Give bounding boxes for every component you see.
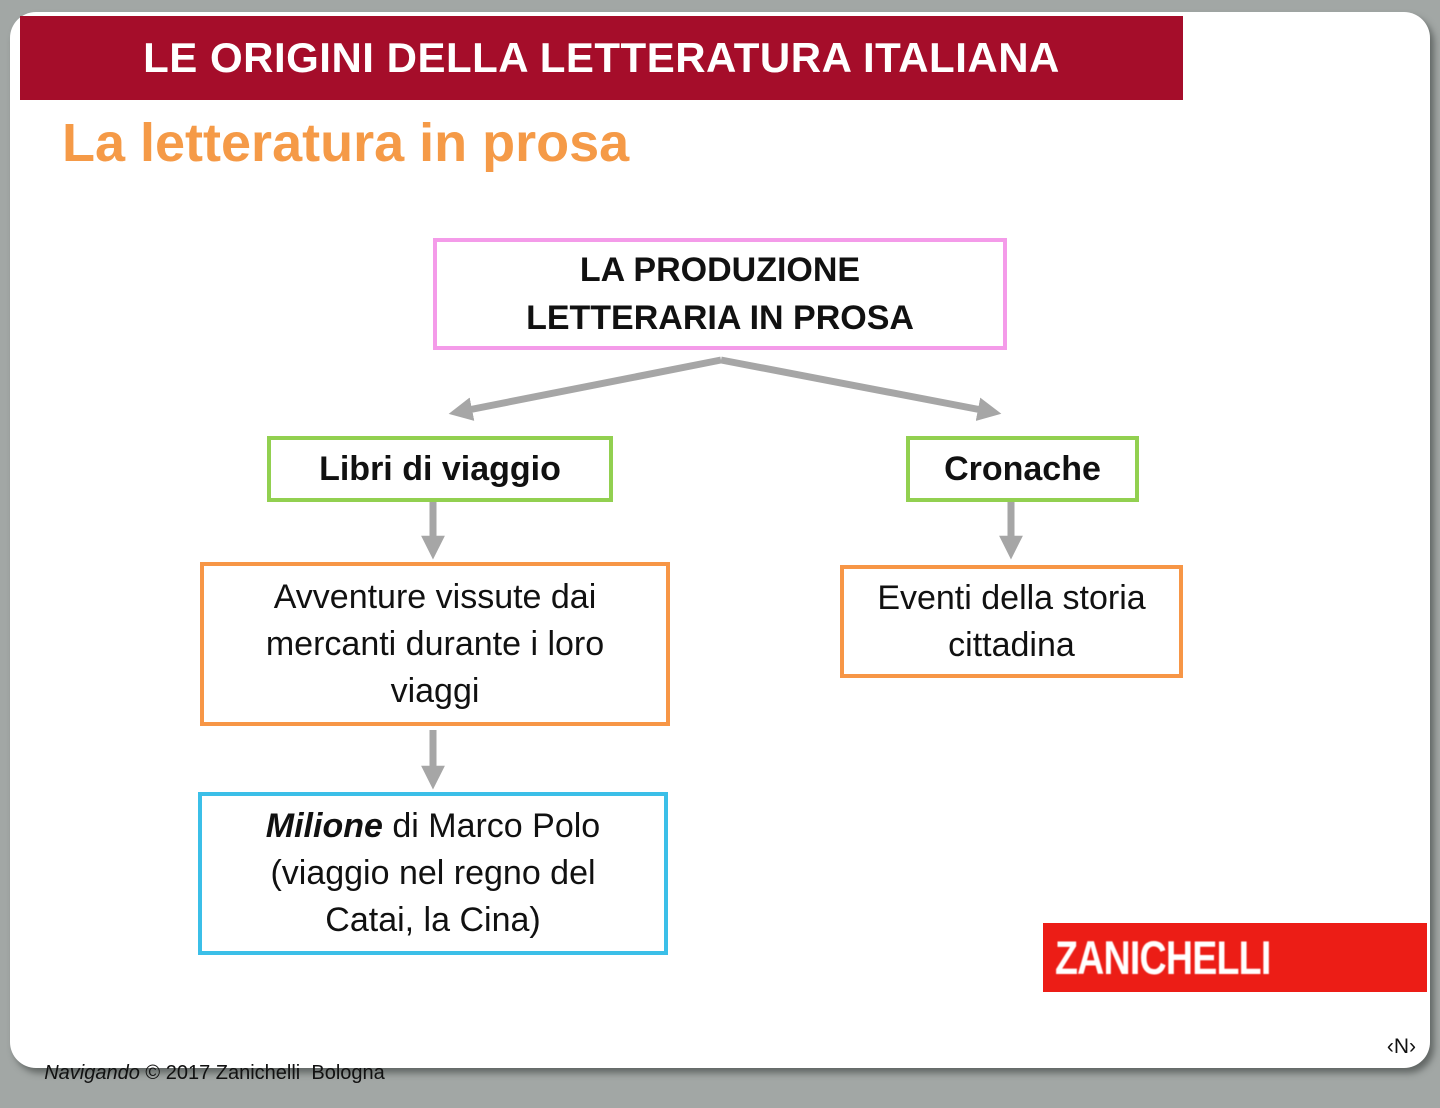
footer-brand: Navigando <box>44 1062 140 1084</box>
node-example-line-1-rest: di Marco Polo <box>382 807 601 845</box>
node-example-line-1: Milione di Marco Polo <box>266 803 600 850</box>
arrow-root-to-left-branch <box>448 356 722 421</box>
diagram-node-libri-di-viaggio: Libri di viaggio <box>267 436 613 502</box>
copyright-footer: Navigando © 2017 Zanichelli Bologna <box>22 1039 385 1108</box>
diagram-node-root: LA PRODUZIONE LETTERARIA IN PROSA <box>433 238 1007 350</box>
section-heading: La letteratura in prosa <box>62 113 630 173</box>
arrow-root-to-right-branch <box>720 356 1002 421</box>
slide-title-banner: LE ORIGINI DELLA LETTERATURA ITALIANA <box>20 16 1183 100</box>
node-detail-right-line-1: Eventi della storia <box>877 578 1146 617</box>
node-detail-right-line-2: cittadina <box>948 625 1075 664</box>
node-root-line-2: LETTERARIA IN PROSA <box>526 299 914 337</box>
diagram-node-milione: Milione di Marco Polo (viaggio nel regno… <box>198 792 668 955</box>
diagram-node-avventure: Avventure vissute dai mercanti durante i… <box>200 562 670 726</box>
node-detail-left-line-2: mercanti durante i loro <box>265 624 605 663</box>
slide-page: LE ORIGINI DELLA LETTERATURA ITALIANA La… <box>10 12 1430 1084</box>
node-branch-right-label: Cronache <box>944 449 1101 488</box>
node-example-line-2: (viaggio nel regno del <box>270 854 596 892</box>
node-branch-left-label: Libri di viaggio <box>319 449 561 488</box>
diagram-node-cronache: Cronache <box>906 436 1139 502</box>
node-example-line-3: Catai, la Cina) <box>325 901 541 939</box>
zanichelli-logo-text: ZANICHELLI <box>1055 931 1271 984</box>
diagram-node-eventi: Eventi della storia cittadina <box>840 565 1183 678</box>
footer-copyright: © 2017 Zanichelli Bologna <box>139 1062 385 1084</box>
node-detail-left-line-1: Avventure vissute dai <box>273 577 597 616</box>
slide-number-placeholder: ‹N› <box>1386 1035 1416 1058</box>
slide-title-text: LE ORIGINI DELLA LETTERATURA ITALIANA <box>143 34 1060 81</box>
node-detail-left-line-3: viaggi <box>390 671 480 710</box>
zanichelli-logo: ZANICHELLI <box>1043 923 1427 992</box>
node-root-line-1: LA PRODUZIONE <box>579 251 861 289</box>
node-example-title-word: Milione <box>265 807 383 845</box>
